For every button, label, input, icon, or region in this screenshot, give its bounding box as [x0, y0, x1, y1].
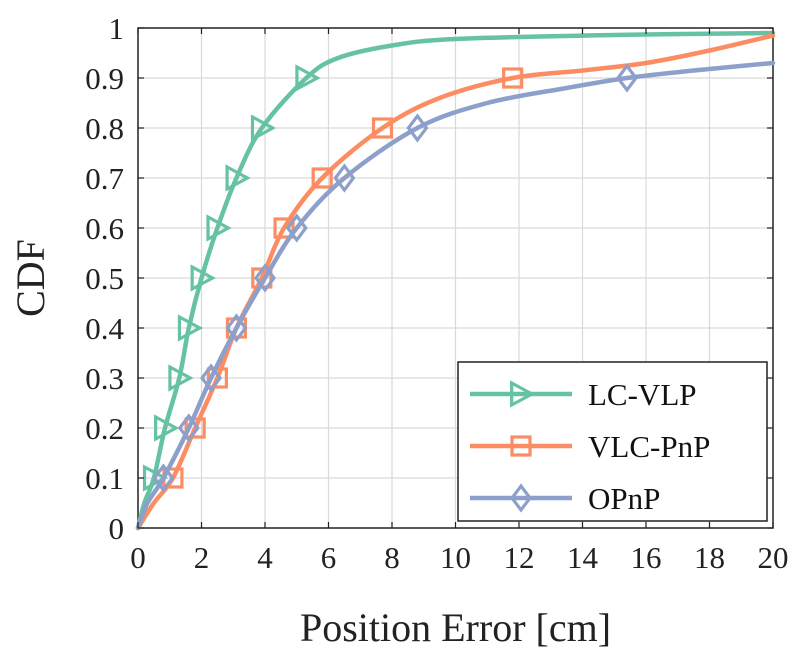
y-tick-label: 0.6 [85, 211, 124, 246]
marker-vlc-pnp [273, 217, 295, 239]
series-lc-vlp [135, 30, 776, 531]
legend-marker [510, 483, 532, 513]
y-tick-label: 0.4 [85, 311, 124, 346]
legend-entry-lc-vlp: LC-VLP [470, 377, 697, 412]
series-line-lc-vlp [135, 30, 776, 531]
y-tick-label: 0.2 [85, 411, 124, 446]
series-opnp [135, 60, 776, 531]
marker-vlc-pnp [502, 67, 524, 89]
marker-opnp [225, 313, 248, 343]
marker-opnp [285, 213, 308, 243]
x-tick-label: 18 [694, 540, 725, 575]
y-tick-label: 1 [109, 11, 125, 46]
x-tick-label: 16 [631, 540, 662, 575]
tick-labels: 0 2 4 6 8 10 12 14 16 18 20 0 0.1 0.2 0.3 0.4 0.5 0.6 0.7 0… [85, 11, 788, 575]
y-axis-label: CDF [8, 239, 53, 317]
x-tick-label: 10 [440, 540, 471, 575]
legend-entry-opnp: OPnP [470, 481, 660, 516]
legend-entry-vlc-pnp: VLC-PnP [470, 429, 710, 464]
legend-label: LC-VLP [588, 377, 697, 412]
marker-opnp [177, 413, 200, 443]
marker-lc-vlp [177, 314, 204, 342]
marker-lc-vlp [225, 164, 251, 192]
legend-label: VLC-PnP [588, 429, 710, 464]
series-line-opnp [135, 60, 776, 531]
x-tick-label: 6 [321, 540, 337, 575]
y-tick-label: 0.3 [85, 361, 124, 396]
x-tick-label: 12 [504, 540, 535, 575]
y-tick-label: 0.5 [85, 261, 124, 296]
marker-opnp [200, 363, 223, 393]
marker-opnp [333, 163, 356, 193]
x-axis-label: Position Error [cm] [300, 605, 611, 650]
y-tick-label: 0.9 [85, 61, 124, 96]
legend: LC-VLP VLC-PnP OPnP [457, 361, 768, 522]
y-tick-label: 0.1 [85, 461, 124, 496]
marker-lc-vlp [154, 414, 180, 442]
series-line-vlc-pnp [135, 33, 776, 531]
marker-opnp [254, 263, 276, 293]
marker-vlc-pnp [311, 167, 333, 189]
grid [138, 28, 773, 528]
y-tick-label: 0 [109, 511, 125, 546]
marker-lc-vlp [250, 114, 277, 142]
legend-marker [510, 380, 536, 408]
y-tick-label: 0.8 [85, 111, 124, 146]
marker-opnp [406, 113, 429, 143]
x-tick-label: 20 [758, 540, 789, 575]
legend-label: OPnP [588, 481, 660, 516]
y-tick-label: 0.7 [85, 161, 124, 196]
marker-lc-vlp [206, 214, 232, 242]
marker-lc-vlp [190, 264, 216, 292]
marker-lc-vlp [295, 64, 321, 92]
x-tick-label: 8 [384, 540, 400, 575]
x-tick-label: 4 [257, 540, 273, 575]
marker-lc-vlp [142, 464, 169, 492]
x-tick-label: 0 [130, 540, 146, 575]
series-layer [135, 30, 776, 531]
legend-box [457, 361, 768, 522]
marker-lc-vlp [168, 364, 194, 392]
x-tick-label: 14 [567, 540, 599, 575]
x-tick-label: 2 [194, 540, 210, 575]
marker-opnp [615, 63, 638, 93]
legend-marker [510, 435, 532, 457]
marker-opnp [152, 463, 175, 493]
marker-vlc-pnp [371, 117, 394, 139]
